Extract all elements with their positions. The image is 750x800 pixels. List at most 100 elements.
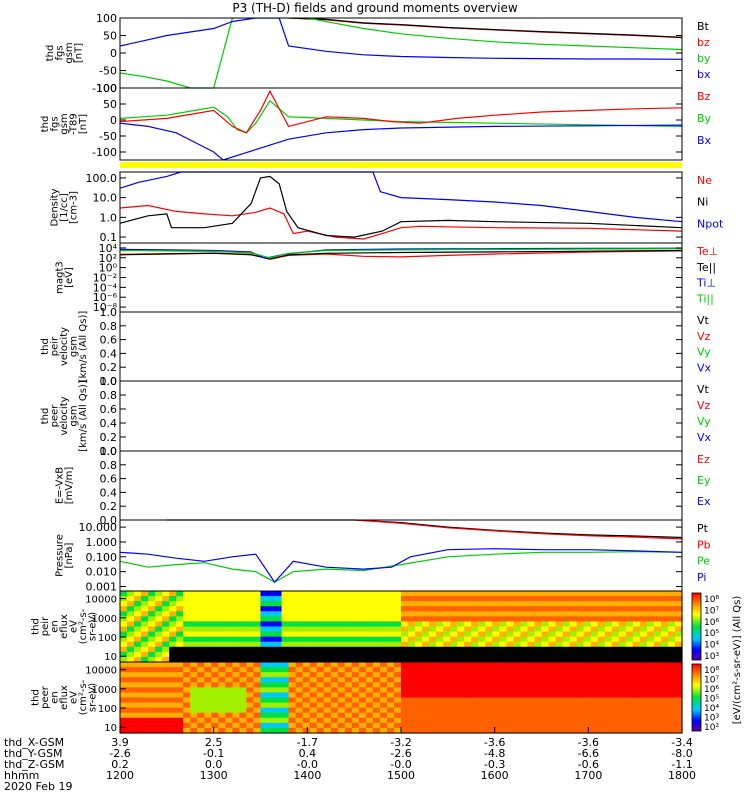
- spectrogram-cell: [429, 611, 437, 617]
- spectrogram-cell: [548, 636, 557, 643]
- spectrogram-cell: [534, 697, 543, 704]
- spectrogram-cell: [534, 667, 543, 673]
- spectrogram-cell: [464, 722, 472, 729]
- spectrogram-cell: [239, 641, 248, 648]
- spectrogram-cell: [548, 712, 557, 719]
- spectrogram-cell: [162, 707, 170, 714]
- spectrogram-cell: [183, 641, 191, 648]
- spectrogram-cell: [365, 682, 374, 688]
- spectrogram-cell: [246, 717, 255, 724]
- spectrogram-cell: [604, 651, 613, 658]
- spectrogram-cell: [422, 662, 430, 668]
- spectrogram-cell: [365, 672, 374, 678]
- spectrogram-cell: [267, 611, 276, 617]
- spectrogram-cell: [323, 727, 332, 734]
- spectrogram-cell: [436, 611, 444, 617]
- ylabel-peer_vel: [km/s (All Qs)]: [78, 380, 89, 452]
- spectrogram-cell: [134, 727, 142, 734]
- spectrogram-cell: [274, 717, 283, 724]
- spectrogram-cell: [632, 717, 641, 724]
- spectrogram-cell: [190, 692, 198, 699]
- spectrogram-cell: [541, 656, 550, 663]
- spectrogram-cell: [379, 692, 388, 699]
- spectrogram-cell: [443, 727, 451, 734]
- spectrogram-cell: [450, 626, 458, 633]
- spectrogram-cell: [499, 707, 507, 714]
- spectrogram-cell: [639, 606, 648, 612]
- spectrogram-cell: [583, 692, 592, 699]
- spectrogram-cell: [358, 692, 367, 699]
- spectrogram-cell: [436, 646, 444, 653]
- spectrogram-cell: [436, 697, 444, 704]
- spectrogram-cell: [541, 611, 550, 617]
- spectrogram-cell: [639, 601, 648, 607]
- colorbar-tick: 10⁷: [704, 676, 719, 686]
- spectrogram-cell: [344, 596, 353, 602]
- spectrogram-cell: [148, 616, 156, 623]
- spectrogram-cell: [639, 727, 648, 734]
- spectrogram-cell: [506, 702, 515, 709]
- spectrogram-cell: [316, 611, 325, 617]
- spectrogram-cell: [176, 687, 184, 694]
- spectrogram-cell: [162, 606, 170, 612]
- spectrogram-cell: [162, 687, 170, 694]
- spectrogram-cell: [239, 707, 248, 714]
- spectrogram-cell: [422, 651, 430, 658]
- spectrogram-cell: [337, 692, 346, 699]
- spectrogram-cell: [485, 616, 493, 623]
- spectrogram-cell: [295, 682, 304, 688]
- ephemeris-value: -0.3: [484, 758, 505, 771]
- spectrogram-cell: [183, 692, 191, 699]
- page-title: P3 (TH-D) fields and ground moments over…: [232, 1, 518, 15]
- spectrogram-cell: [499, 717, 507, 724]
- spectrogram-cell: [590, 591, 599, 597]
- spectrogram-cell: [267, 631, 276, 638]
- spectrogram-cell: [281, 707, 290, 714]
- spectrogram-cell: [653, 667, 662, 673]
- spectrogram-cell: [562, 641, 571, 648]
- spectrogram-cell: [527, 667, 536, 673]
- spectrogram-cell: [436, 712, 444, 719]
- legend-density: Npot: [697, 217, 724, 230]
- spectrogram-cell: [141, 697, 149, 704]
- series-line-fgs-3: [120, 18, 682, 60]
- spectrogram-cell: [597, 636, 606, 643]
- spectrogram-cell: [611, 641, 620, 648]
- spectrogram-cell: [323, 601, 332, 607]
- spectrogram-cell: [281, 677, 290, 683]
- spectrogram-cell: [450, 692, 458, 699]
- spectrogram-cell: [246, 722, 255, 729]
- spectrogram-cell: [281, 626, 290, 633]
- legend-peer_vel: Vx: [697, 431, 712, 444]
- spectrogram-cell: [134, 692, 142, 699]
- spectrogram-cell: [281, 692, 290, 699]
- spectrogram-cell: [653, 621, 662, 628]
- spectrogram-cell: [218, 636, 226, 643]
- spectrogram-cell: [653, 591, 662, 597]
- spectrogram-cell: [590, 672, 599, 678]
- spectrogram-cell: [471, 651, 479, 658]
- spectrogram-cell: [393, 712, 402, 719]
- spectrogram-cell: [134, 687, 142, 694]
- spectrogram-cell: [260, 631, 269, 638]
- spectrogram-cell: [337, 631, 346, 638]
- spectrogram-cell: [548, 692, 557, 699]
- spectrogram-cell: [127, 606, 135, 612]
- spectrogram-cell: [358, 662, 367, 668]
- spectrogram-cell: [358, 722, 367, 729]
- spectrogram-cell: [183, 712, 191, 719]
- spectrogram-cell: [162, 727, 170, 734]
- spectrogram-cell: [555, 621, 564, 628]
- spectrogram-cell: [639, 646, 648, 653]
- spectrogram-cell: [134, 717, 142, 724]
- spectrogram-cell: [653, 707, 662, 714]
- spectrogram-cell: [134, 672, 142, 678]
- spectrogram-cell: [492, 667, 500, 673]
- spectrogram-cell: [141, 662, 149, 668]
- spectrogram-cell: [436, 692, 444, 699]
- spectrogram-cell: [464, 651, 472, 658]
- spectrogram-cell: [344, 672, 353, 678]
- spectrogram-cell: [141, 611, 149, 617]
- spectrogram-cell: [365, 712, 374, 719]
- spectrogram-cell: [323, 722, 332, 729]
